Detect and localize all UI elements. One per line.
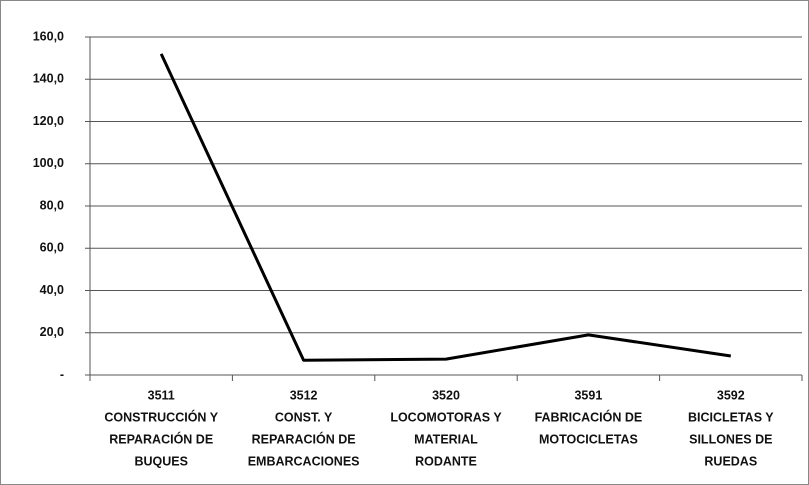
line [159, 53, 732, 362]
y-tick-label: 20,0 [40, 325, 64, 339]
x-tick-label: REPARACIÓN DE [252, 431, 356, 446]
y-tick-label: 140,0 [33, 72, 64, 86]
x-tick-label: 3592 [717, 388, 745, 402]
y-tick-label: 60,0 [40, 241, 64, 255]
x-tick-label: CONST. Y [275, 410, 333, 424]
x-tick-label: BICICLETAS Y [688, 410, 774, 424]
y-tick-label: 80,0 [40, 198, 64, 212]
y-tick-label: 160,0 [33, 29, 64, 43]
x-tick-label: 3511 [148, 388, 175, 402]
x-tick-label: CONSTRUCCIÓN Y [104, 409, 218, 424]
x-tick-label: FABRICACIÓN DE [535, 409, 643, 424]
y-tick-label: 100,0 [33, 156, 64, 170]
x-tick-label: EMBARCACIONES [248, 454, 360, 468]
x-tick-label: RUEDAS [704, 454, 757, 468]
y-tick-label: 120,0 [33, 114, 64, 128]
x-tick-label: MATERIAL [414, 432, 478, 446]
x-tick-label: LOCOMOTORAS Y [390, 410, 502, 424]
x-tick-label: SILLONES DE [689, 432, 772, 446]
x-tick-label: 3520 [432, 388, 460, 402]
x-tick-label: RODANTE [415, 454, 477, 468]
y-tick-label: 40,0 [40, 283, 64, 297]
x-tick-label: 3512 [290, 388, 318, 402]
x-tick-label: MOTOCICLETAS [539, 432, 638, 446]
x-tick-label: REPARACIÓN DE [109, 431, 213, 446]
x-tick-label: BUQUES [134, 454, 187, 468]
y-tick-label: - [60, 367, 64, 381]
x-tick-label: 3591 [574, 388, 602, 402]
